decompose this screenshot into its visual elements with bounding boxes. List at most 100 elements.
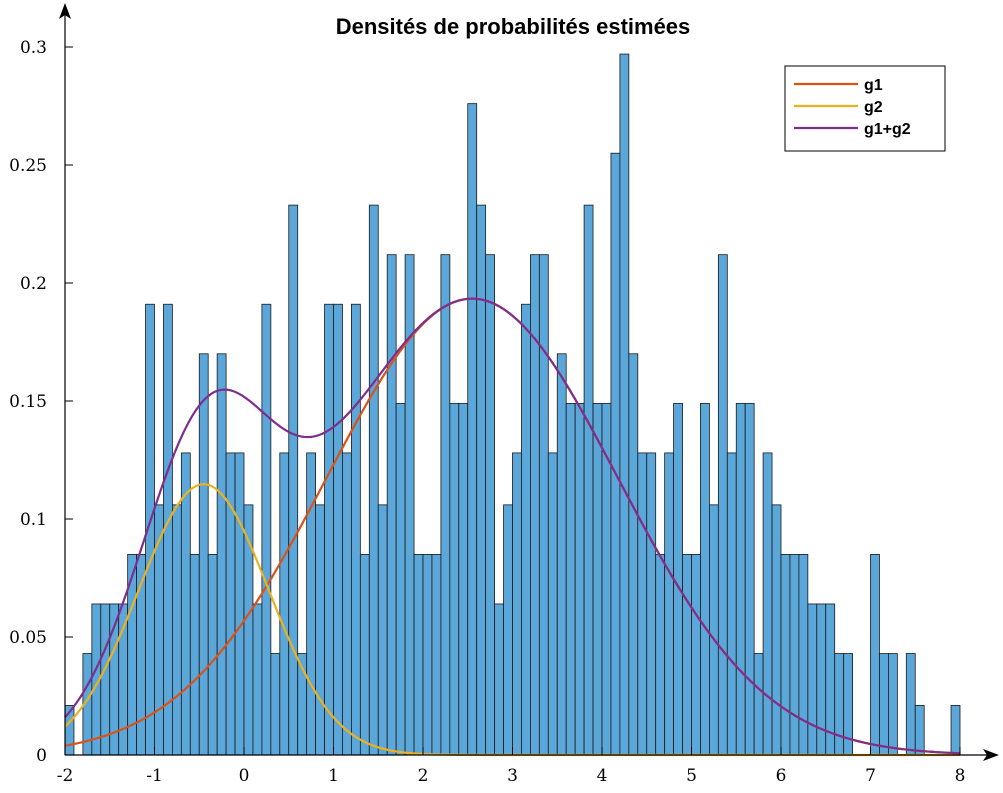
- histogram-bar-15: [198, 353, 209, 756]
- histogram-bar-82: [798, 554, 809, 756]
- histogram-bar-90: [870, 554, 880, 756]
- histogram-bar-48: [494, 603, 504, 756]
- histogram-bar-80: [780, 554, 791, 756]
- histogram-bar-75: [735, 402, 746, 756]
- histogram-bar-40: [422, 554, 433, 756]
- histogram-bar-84: [816, 603, 827, 756]
- histogram-bar-81: [789, 554, 800, 756]
- histogram-bar-43: [449, 402, 460, 756]
- x-tick-label: 1: [328, 766, 339, 786]
- histogram-bar-63: [628, 353, 639, 756]
- histogram-bar-12: [171, 504, 182, 756]
- histogram-bar-54: [547, 452, 558, 756]
- y-tick-label: 0.3: [20, 38, 47, 58]
- histogram-bar-18: [225, 452, 236, 756]
- histogram-bar-71: [700, 402, 710, 756]
- x-tick-label: 8: [955, 766, 966, 786]
- histogram-bar-57: [574, 402, 585, 756]
- histogram-bar-58: [583, 204, 594, 756]
- y-tick-label: 0: [36, 746, 47, 766]
- histogram-bar-31: [342, 452, 352, 756]
- legend-label-g1-plus-g2: g1+g2: [864, 121, 911, 138]
- histogram-bar-32: [350, 303, 361, 756]
- histogram-bar-29: [324, 303, 334, 756]
- histogram-bar-70: [691, 554, 701, 756]
- histogram-bar-38: [404, 254, 415, 756]
- histogram-bar-86: [834, 653, 845, 756]
- histogram-bar-69: [682, 554, 692, 756]
- histogram-bar-16: [207, 554, 218, 756]
- x-tick-label: -1: [146, 766, 163, 786]
- histogram-bar-92: [888, 653, 898, 756]
- histogram-bar-51: [521, 303, 531, 756]
- histogram-bar-53: [538, 254, 549, 756]
- histogram-bar-50: [512, 452, 522, 756]
- histogram-bar-52: [530, 254, 540, 756]
- axes: -2 -1 0 1 2 3 4 5 6 7 8 0 0.05 0.1 0.15 0.2 0.25 0.3: [9, 3, 999, 786]
- x-tick-label: 4: [597, 766, 608, 786]
- legend-box: [784, 65, 946, 152]
- x-axis-arrow: [983, 749, 999, 761]
- histogram-bar-24: [279, 452, 290, 756]
- x-tick-label: 2: [418, 766, 429, 786]
- x-tick-label: 3: [507, 766, 518, 786]
- y-axis-arrow: [59, 3, 71, 19]
- histogram-bar-23: [270, 653, 281, 756]
- curve-g1-plus-g2: [64, 297, 961, 755]
- histogram-bar-19: [234, 452, 245, 756]
- histogram-bar-44: [458, 402, 469, 756]
- histogram-bar-77: [753, 653, 764, 756]
- histogram-bar-67: [664, 452, 675, 756]
- histogram-bar-36: [386, 254, 397, 756]
- histogram-bar-25: [288, 204, 299, 756]
- histogram-bar-79: [771, 504, 782, 756]
- histogram-bar-39: [413, 554, 424, 756]
- histogram-bar-65: [646, 452, 657, 756]
- y-tick-label: 0.1: [20, 510, 47, 530]
- histogram-bar-45: [467, 103, 478, 756]
- histogram-bar-61: [610, 152, 621, 756]
- legend: g1 g2 g1+g2: [784, 65, 946, 152]
- histogram-bar-42: [440, 254, 451, 756]
- y-tick-label: 0.15: [9, 392, 47, 412]
- histogram-bar-99: [950, 705, 961, 756]
- x-tick-label: -2: [57, 766, 74, 786]
- histogram-bar-4: [100, 603, 111, 756]
- y-tick-label: 0.25: [9, 156, 47, 176]
- histogram-bar-30: [333, 303, 343, 756]
- histogram-bar-35: [377, 504, 388, 756]
- histogram-bar-76: [744, 402, 755, 756]
- histogram-bar-47: [485, 254, 495, 756]
- histogram-bar-28: [315, 504, 325, 756]
- histogram-bar-66: [655, 554, 666, 756]
- histogram-bar-37: [395, 402, 406, 756]
- legend-label-g1: g1: [864, 77, 883, 94]
- y-tick-label: 0.2: [20, 274, 47, 294]
- histogram-bar-74: [726, 452, 737, 756]
- x-tick-label: 5: [686, 766, 697, 786]
- histogram-bar-34: [368, 204, 379, 756]
- x-tick-label: 0: [239, 766, 250, 786]
- histogram-bar-46: [476, 204, 487, 756]
- histogram-bar-95: [914, 705, 925, 756]
- histogram-bar-41: [431, 554, 442, 756]
- histogram-bar-78: [762, 452, 773, 756]
- histogram-bar-72: [709, 504, 719, 756]
- x-tick-label: 7: [865, 766, 876, 786]
- histogram-bar-55: [556, 353, 567, 756]
- histogram-bar-56: [565, 402, 576, 756]
- histogram-bar-22: [261, 303, 272, 756]
- histogram-bar-17: [216, 353, 227, 756]
- histogram-bar-62: [619, 53, 630, 756]
- histogram-bar-14: [189, 554, 200, 756]
- histogram-bar-49: [503, 504, 513, 756]
- x-tick-label: 6: [776, 766, 787, 786]
- legend-label-g2: g2: [864, 99, 883, 116]
- histogram-bar-73: [717, 254, 728, 756]
- histogram-bar-33: [359, 554, 370, 756]
- histogram-bar-64: [637, 452, 648, 756]
- histogram-bar-59: [592, 402, 603, 756]
- histogram-bar-27: [306, 452, 316, 756]
- y-tick-label: 0.05: [9, 628, 47, 648]
